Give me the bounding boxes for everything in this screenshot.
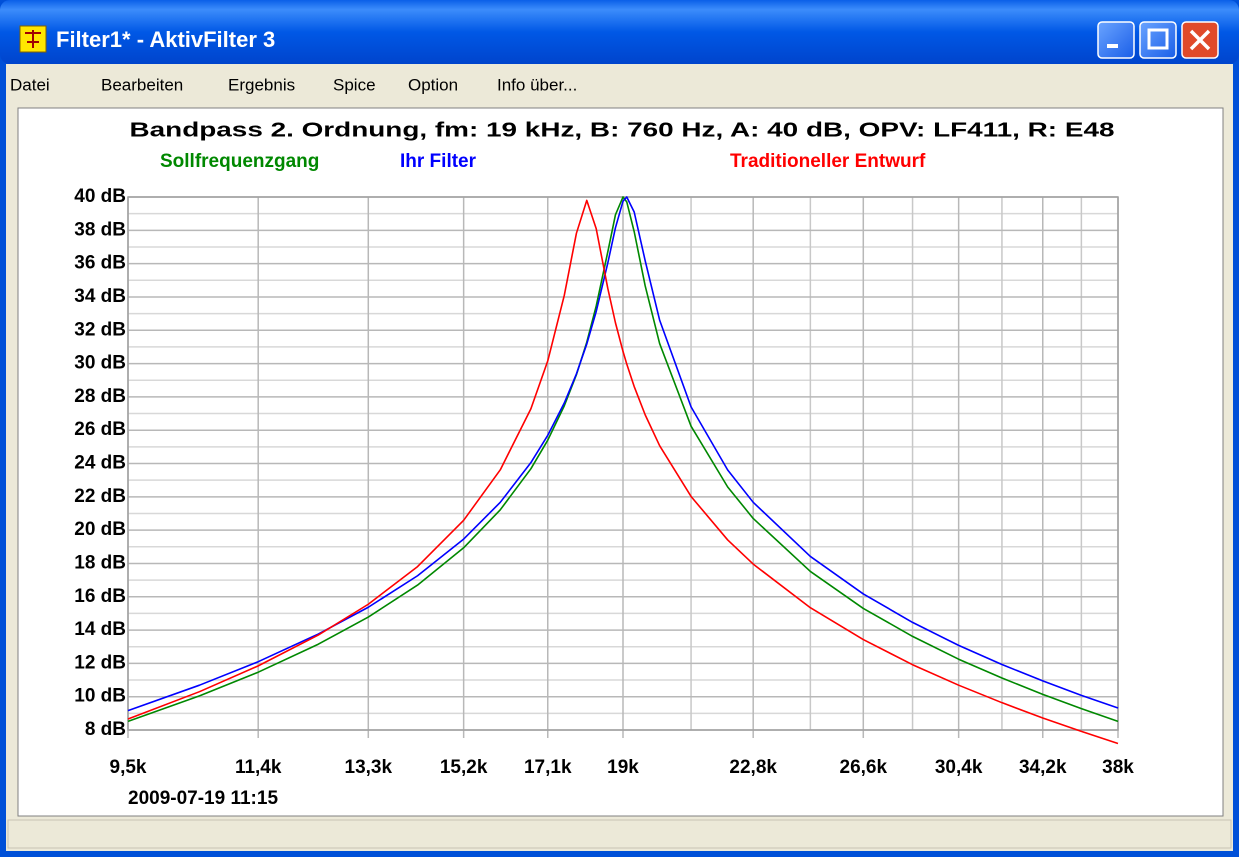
y-tick-label: 36 dB <box>74 253 126 274</box>
x-tick-label: 15,2k <box>440 757 488 778</box>
y-tick-label: 12 dB <box>74 652 126 673</box>
y-tick-label: 18 dB <box>74 552 126 573</box>
chart-title: Bandpass 2. Ordnung, fm: 19 kHz, B: 760 … <box>130 119 1115 141</box>
y-tick-label: 34 dB <box>74 286 126 307</box>
maximize-glyph <box>1147 28 1169 50</box>
menu-item[interactable]: Bearbeiten <box>101 75 183 94</box>
series-line <box>127 199 1119 745</box>
y-tick-label: 8 dB <box>85 719 126 740</box>
app-icon-glyph <box>25 30 41 48</box>
x-tick-label: 26,6k <box>840 757 888 778</box>
series-line <box>127 196 1119 723</box>
x-tick-label: 22,8k <box>729 757 777 778</box>
menu-item[interactable]: Ergebnis <box>228 75 295 94</box>
y-tick-label: 38 dB <box>74 219 126 240</box>
x-tick-label: 34,2k <box>1019 757 1067 778</box>
title-bar <box>0 0 1239 64</box>
y-tick-label: 28 dB <box>74 386 126 407</box>
y-tick-label: 30 dB <box>74 353 126 374</box>
y-tick-label: 14 dB <box>74 619 126 640</box>
timestamp: 2009-07-19 11:15 <box>128 788 278 809</box>
menu-item[interactable]: Option <box>408 75 458 94</box>
y-tick-label: 22 dB <box>74 486 126 507</box>
y-tick-label: 40 dB <box>74 186 126 207</box>
x-tick-label: 13,3k <box>345 757 393 778</box>
menu-item[interactable]: Spice <box>333 75 376 94</box>
y-tick-label: 26 dB <box>74 419 126 440</box>
x-tick-label: 17,1k <box>524 757 572 778</box>
menu-item[interactable]: Datei <box>10 75 50 94</box>
close-glyph <box>1189 29 1211 51</box>
status-bar <box>7 819 1232 849</box>
legend-entry: Ihr Filter <box>400 151 477 172</box>
x-tick-label: 30,4k <box>935 757 983 778</box>
y-tick-label: 32 dB <box>74 319 126 340</box>
x-tick-label: 9,5k <box>110 757 147 778</box>
series-line <box>127 196 1119 712</box>
maximize-button[interactable] <box>1139 21 1177 59</box>
menu-item[interactable]: Info über... <box>497 75 577 94</box>
chart-area <box>17 107 1224 817</box>
legend-entry: Traditioneller Entwurf <box>730 151 926 172</box>
y-tick-label: 16 dB <box>74 586 126 607</box>
legend-entry: Sollfrequenzgang <box>160 151 319 172</box>
y-tick-label: 20 dB <box>74 519 126 540</box>
y-tick-label: 24 dB <box>74 453 126 474</box>
x-tick-label: 11,4k <box>235 757 282 778</box>
window-title: Filter1* - AktivFilter 3 <box>56 27 275 52</box>
minimize-glyph <box>1107 44 1118 48</box>
x-tick-label: 19k <box>607 757 639 778</box>
x-tick-label: 38k <box>1102 757 1134 778</box>
menu-bar: Datei Bearbeiten Ergebnis Spice Option Info ü… <box>10 75 577 94</box>
minimize-button[interactable] <box>1097 21 1135 59</box>
y-tick-label: 10 dB <box>74 686 126 707</box>
